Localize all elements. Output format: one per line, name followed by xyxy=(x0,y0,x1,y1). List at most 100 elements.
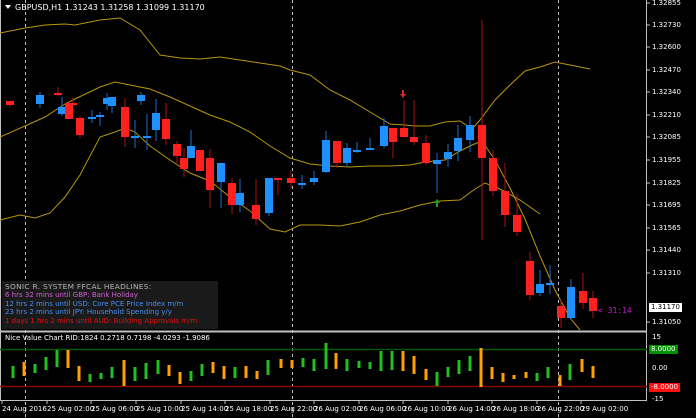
bar-countdown: < 31:14 xyxy=(598,306,632,315)
time-tick-label: 26 Aug 14:00 xyxy=(448,405,496,413)
candle-body xyxy=(501,191,509,215)
time-tick-label: 25 Aug 10:00 xyxy=(136,405,184,413)
indicator-bar xyxy=(77,366,81,381)
arrow-up-icon xyxy=(434,199,440,207)
news-item: 1 days 1 hrs 2 mins until AUD: Building … xyxy=(5,316,198,325)
time-tick-label: 25 Aug 18:00 xyxy=(225,405,273,413)
news-item: 12 hrs 2 mins until USD: Core PCE Price … xyxy=(5,299,184,308)
indicator-bar xyxy=(88,374,92,382)
price-tick-label: 1.31565 xyxy=(652,224,681,232)
candle-body xyxy=(489,158,497,191)
candle-body xyxy=(54,93,62,95)
time-tick-label: 24 Aug 2016 xyxy=(2,405,47,413)
price-tick-label: 1.32600 xyxy=(652,43,681,51)
indicator-lower-level-tag: -8.0000 xyxy=(649,383,681,392)
indicator-title: Nice Value Chart RID:1824 0.2718 0.7198 … xyxy=(5,334,210,342)
indicator-axis-zero: 0.00 xyxy=(652,364,668,372)
candle-body xyxy=(162,119,170,139)
indicator-bar xyxy=(189,371,193,381)
indicator-bar xyxy=(144,363,148,379)
candle-body xyxy=(567,287,575,318)
indicator-bar xyxy=(167,365,171,376)
indicator-bar xyxy=(178,372,182,384)
candle-body xyxy=(252,205,260,219)
indicator-bar xyxy=(279,359,283,368)
indicator-bar xyxy=(468,356,472,371)
indicator-bar xyxy=(535,373,539,381)
indicator-bar xyxy=(233,367,237,378)
candle-body xyxy=(526,261,534,295)
price-tick-label: 1.32210 xyxy=(652,111,681,119)
candle-body xyxy=(343,148,351,163)
indicator-bar xyxy=(446,367,450,377)
indicator-bar xyxy=(334,353,338,369)
indicator-bar xyxy=(357,361,361,368)
upper-band xyxy=(0,17,591,130)
indicator-upper-level-tag: 8.0000 xyxy=(649,345,678,354)
indicator-bar xyxy=(222,366,226,379)
indicator-bar xyxy=(22,362,26,376)
candle-body xyxy=(143,136,151,138)
indicator-bar xyxy=(211,362,215,373)
candle-body xyxy=(298,183,306,185)
indicator-bar xyxy=(345,359,349,371)
candle-body xyxy=(6,101,14,105)
price-tick-label: 1.31440 xyxy=(652,246,681,254)
price-tick-label: 1.32730 xyxy=(652,21,681,29)
candle-body xyxy=(380,126,388,146)
candle-body xyxy=(88,117,96,119)
candle-body xyxy=(466,125,474,140)
candle-body xyxy=(536,284,544,293)
chevron-down-icon[interactable] xyxy=(5,5,11,9)
indicator-bar xyxy=(490,367,494,379)
indicator-bar xyxy=(368,362,372,369)
candle-body xyxy=(589,298,597,311)
indicator-bar xyxy=(156,360,160,374)
price-tick-label: 1.32085 xyxy=(652,133,681,141)
candle-body xyxy=(206,158,214,190)
candle-body xyxy=(274,178,282,180)
candle-body xyxy=(96,115,104,117)
time-tick-label: 25 Aug 14:00 xyxy=(181,405,229,413)
news-header: SONIC R. SYSTEM FFCAL HEADLINES: xyxy=(5,282,152,291)
indicator-bar xyxy=(133,367,137,381)
candle-body xyxy=(389,128,397,142)
candle-body xyxy=(513,215,521,232)
candle-body xyxy=(108,97,116,106)
candle-body xyxy=(310,178,318,182)
price-tick-label: 1.31825 xyxy=(652,179,681,187)
candle-body xyxy=(322,140,330,172)
indicator-bar xyxy=(390,351,394,370)
indicator-bar xyxy=(11,366,15,378)
indicator-axis-bottom: -15 xyxy=(652,395,664,403)
candle-body xyxy=(152,113,160,130)
candle-body xyxy=(187,146,195,158)
time-tick-label: 25 Aug 22:00 xyxy=(270,405,318,413)
indicator-bar xyxy=(558,375,562,386)
indicator-bar xyxy=(110,367,114,378)
indicator-bar xyxy=(501,373,505,382)
time-tick-label: 26 Aug 02:00 xyxy=(314,405,362,413)
indicator-bar xyxy=(290,360,294,368)
candle-body xyxy=(400,128,408,137)
time-tick-label: 26 Aug 10:00 xyxy=(403,405,451,413)
candle-body xyxy=(173,144,181,156)
indicator-bar xyxy=(435,372,439,386)
indicator-bar xyxy=(33,364,37,373)
news-item: 23 hrs 2 mins until JPY: Household Spend… xyxy=(5,308,172,317)
candle-body xyxy=(103,98,111,104)
price-tick-label: 1.31955 xyxy=(652,156,681,164)
indicator-bar xyxy=(512,375,516,379)
indicator-bar xyxy=(301,358,305,367)
current-price-tag: 1.31170 xyxy=(649,303,682,312)
indicator-axis-top: 15 xyxy=(652,333,661,341)
candle-body xyxy=(196,150,204,171)
symbol-ohlc-label: GBPUSD,H1 1.31243 1.31258 1.31099 1.3117… xyxy=(15,3,205,12)
candle-body xyxy=(366,148,374,150)
indicator-bar xyxy=(55,350,59,367)
middle-band xyxy=(0,81,581,331)
indicator-bar xyxy=(580,359,584,372)
indicator-bar xyxy=(546,367,550,378)
